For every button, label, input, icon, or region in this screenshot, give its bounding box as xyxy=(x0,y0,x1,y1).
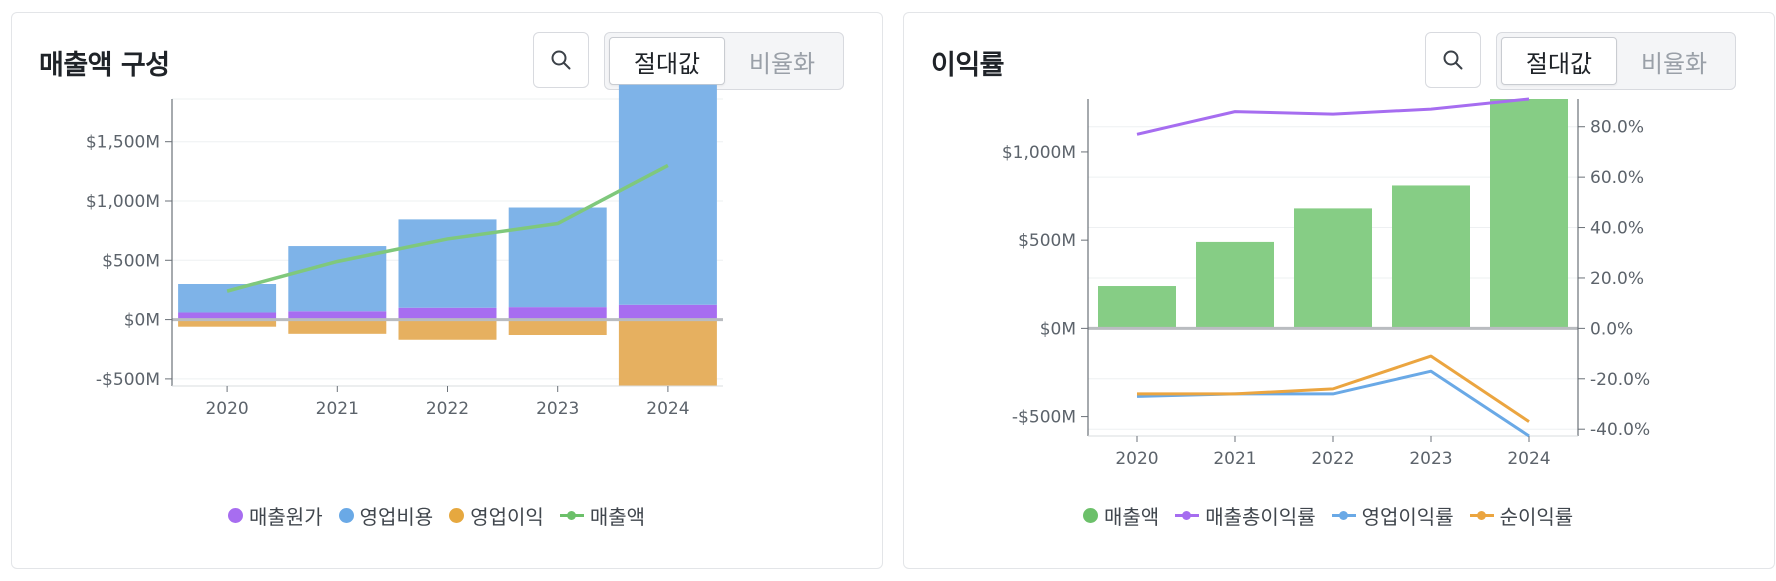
legend-marker xyxy=(1469,508,1494,523)
legend-item-revenue[interactable]: 매출액 xyxy=(559,501,646,530)
bar-revenue xyxy=(1392,185,1470,329)
bar-revenue xyxy=(1490,99,1568,329)
bar-opex xyxy=(178,284,277,313)
chart-legend: 매출원가 영업비용 영업이익 매출액 xyxy=(228,501,645,530)
y-tick-label: $1,000M xyxy=(86,192,160,212)
legend-label: 매출원가 xyxy=(249,505,323,529)
x-tick-label: 2022 xyxy=(1311,449,1354,469)
legend-label: 영업이익 xyxy=(470,505,544,529)
y-right-tick-label: 0.0% xyxy=(1590,319,1633,339)
y-tick-label: -$500M xyxy=(96,370,160,390)
search-icon xyxy=(551,50,571,70)
toggle-ratio[interactable]: 비율화 xyxy=(748,49,816,78)
legend-item-revenue[interactable]: 매출액 xyxy=(1083,501,1159,530)
y-right-tick-label: 20.0% xyxy=(1590,269,1644,289)
y-tick-label: $1,500M xyxy=(86,133,160,153)
card-title: 매출액 구성 xyxy=(39,50,170,81)
toggle-ratio[interactable]: 비율화 xyxy=(1640,49,1708,78)
legend-marker xyxy=(228,508,243,523)
legend-marker xyxy=(1331,508,1356,523)
x-tick-label: 2021 xyxy=(1213,449,1256,469)
bar-revenue xyxy=(1196,241,1274,329)
y-tick-label: $0M xyxy=(124,311,160,331)
x-tick-label: 2023 xyxy=(536,399,579,419)
view-mode-toggle: 절대값 비율화 xyxy=(604,32,844,90)
legend-label: 영업이익률 xyxy=(1361,505,1454,529)
search-button[interactable] xyxy=(1425,32,1481,88)
revenue-composition-card: 매출액 구성 절대값 비율화 -$500M $0M $500M $1,000M $1,5… xyxy=(11,12,883,569)
bar-cogs xyxy=(398,307,497,320)
bar-revenue xyxy=(1098,286,1176,329)
profit-margin-chart: -40.0% -20.0% 0.0% 20.0% 40.0% 60.0% 80.0% -$50… xyxy=(1002,97,1650,469)
bar-operating-income xyxy=(508,319,607,336)
y-right-tick-label: 80.0% xyxy=(1590,118,1644,138)
x-tick-label: 2020 xyxy=(205,399,248,419)
legend-marker xyxy=(338,508,354,523)
x-tick-label: 2022 xyxy=(426,399,469,419)
bar-operating-income xyxy=(288,319,387,334)
x-tick-label: 2021 xyxy=(316,399,359,419)
legend-label: 매출액 xyxy=(589,505,646,529)
bar-cogs xyxy=(178,312,277,320)
bar-revenue xyxy=(1294,208,1372,329)
y-right-tick-label: 60.0% xyxy=(1590,168,1644,188)
revenue-composition-chart: -$500M $0M $500M $1,000M $1,500M 2020 2021 2022… xyxy=(86,84,723,419)
profit-margin-card: 이익률 절대값 비율화 -40.0% -20.0% 0.0% 20.0% 40.0% 60… xyxy=(903,12,1775,569)
bar-cogs xyxy=(288,311,387,320)
y-left-tick-label: $0M xyxy=(1040,319,1076,339)
legend-label: 순이익률 xyxy=(1499,505,1574,529)
x-tick-label: 2023 xyxy=(1409,449,1452,469)
x-tick-label: 2024 xyxy=(1507,449,1550,469)
legend-marker xyxy=(559,508,584,523)
bar-opex xyxy=(618,84,717,305)
legend-marker xyxy=(1083,508,1098,523)
bar-opex xyxy=(288,246,387,312)
y-right-tick-label: -20.0% xyxy=(1590,370,1650,390)
card-title: 이익률 xyxy=(931,50,1005,81)
toggle-absolute[interactable]: 절대값 xyxy=(1501,37,1617,85)
legend-label: 매출총이익률 xyxy=(1205,505,1316,529)
bar-cogs xyxy=(618,304,717,320)
bar-operating-income xyxy=(178,319,277,327)
legend-item-op-margin[interactable]: 영업이익률 xyxy=(1331,501,1454,530)
legend-item-cogs[interactable]: 매출원가 xyxy=(228,501,323,530)
y-right-tick-label: -40.0% xyxy=(1590,420,1650,440)
legend-label: 영업비용 xyxy=(359,505,434,529)
view-mode-toggle: 절대값 비율화 xyxy=(1496,32,1736,90)
legend-item-net-margin[interactable]: 순이익률 xyxy=(1469,501,1574,530)
y-left-tick-label: $1,000M xyxy=(1002,143,1076,163)
bar-operating-income xyxy=(398,319,497,340)
search-icon xyxy=(1443,50,1463,70)
legend-marker xyxy=(1175,508,1200,523)
legend-label: 매출액 xyxy=(1104,505,1160,529)
y-right-tick-label: 40.0% xyxy=(1590,219,1644,239)
legend-marker xyxy=(449,508,465,523)
y-tick-label: $500M xyxy=(102,251,160,271)
y-left-tick-label: $500M xyxy=(1018,231,1076,251)
chart-legend: 매출액 매출총이익률 영업이익률 순이익률 xyxy=(1083,501,1573,530)
bar-cogs xyxy=(508,307,607,320)
x-tick-label: 2020 xyxy=(1115,449,1158,469)
legend-item-gross-margin[interactable]: 매출총이익률 xyxy=(1175,501,1316,530)
x-tick-label: 2024 xyxy=(646,399,689,419)
toggle-absolute[interactable]: 절대값 xyxy=(609,37,725,85)
legend-item-opex[interactable]: 영업비용 xyxy=(338,501,434,530)
gross-margin-line xyxy=(1136,97,1530,136)
bar-operating-income xyxy=(618,319,717,386)
search-button[interactable] xyxy=(533,32,589,88)
legend-item-opinc[interactable]: 영업이익 xyxy=(449,501,544,530)
y-left-tick-label: -$500M xyxy=(1012,408,1076,428)
